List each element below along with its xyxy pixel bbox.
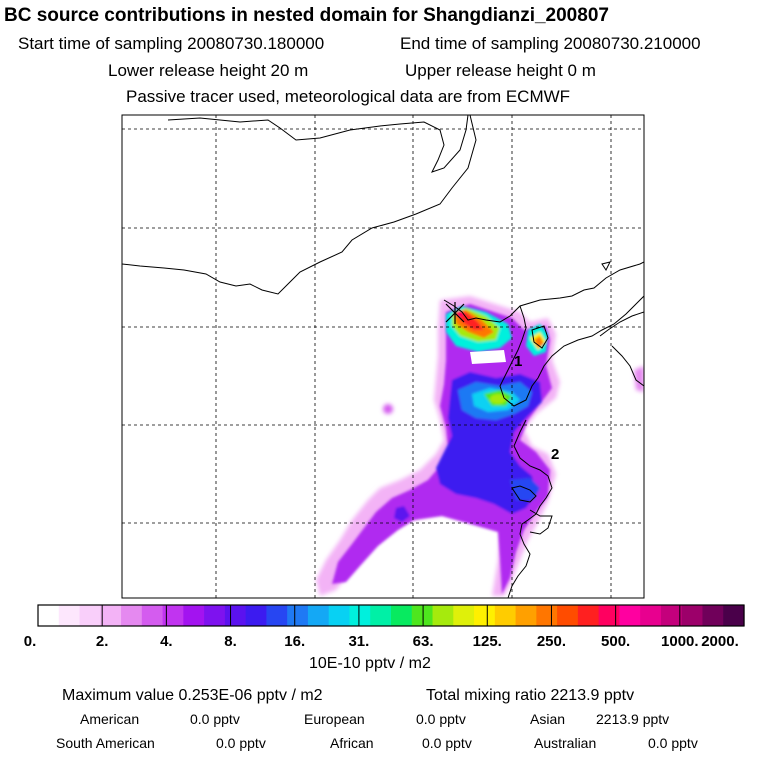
contribution-label-european: European [304,711,365,727]
colorbar-cell [224,605,247,626]
colorbar-cell [681,605,704,626]
colorbar-label: 2000. [701,633,739,650]
colorbar-label: 8. [224,633,237,650]
colorbar-label: 16. [284,633,305,650]
coastline-north-2 [122,115,477,295]
colorbar-label: 500. [601,633,630,650]
colorbar-label: 31. [348,633,369,650]
colorbar-cell [328,605,351,626]
colorbar-cell [287,605,309,626]
tracer-note: Passive tracer used, meteorological data… [126,87,571,106]
contribution-label-south-american: South American [56,735,155,751]
source-red [456,312,484,330]
plume-purple [332,304,552,594]
colorbar-labels: 0. 2. 4. 8. 16. 31. 63. 125. 250. 500. 1000. 2000. [24,633,739,650]
colorbar-label: 250. [537,633,566,650]
receptor-marker [445,302,465,324]
contribution-label-asian: Asian [530,711,566,727]
colorbar-label: 4. [160,633,173,650]
colorbar-label: 125. [473,633,502,650]
contribution-label-australian: Australian [534,735,597,751]
colorbar-cell [515,605,537,626]
colorbar-cell [79,605,101,626]
colorbar-cell [349,605,371,626]
colorbar-cell [204,605,226,626]
page-title: BC source contributions in nested domain… [4,5,609,26]
map-frame [121,114,645,599]
coastline-peninsula [499,295,644,407]
colorbar-cell [598,605,621,626]
plume-spot [383,404,393,414]
maximum-value: Maximum value 0.253E-06 pptv / m2 [62,687,323,704]
colorbar-cell [411,605,434,626]
colorbar-label: 1000. [661,633,699,650]
coastline-east [611,345,644,387]
colorbar-label: 0. [24,633,37,650]
colorbar-cell [494,605,517,626]
colorbar-cells [38,605,745,626]
coastline-shandong [507,419,553,598]
colorbar-cell [121,605,143,626]
coastline-bohai [443,261,644,323]
colorbar-cell [162,605,184,626]
contribution-value-south-american: 0.0 pptv [216,735,266,751]
colorbar-cell [557,605,579,626]
colorbar-cell [577,605,600,626]
colorbar-frame [37,604,745,627]
colorbar-label: 63. [413,633,434,650]
map-marker-2: 2 [551,446,559,463]
graticule [122,115,644,598]
colorbar-cell [702,605,724,626]
contribution-value-australian: 0.0 pptv [648,735,698,751]
colorbar-units: 10E-10 pptv / m2 [309,655,431,672]
colorbar-cell [370,605,392,626]
contribution-value-american: 0.0 pptv [190,711,240,727]
coastline-layer [122,115,644,598]
plume-layer [316,296,644,596]
end-time: End time of sampling 20080730.210000 [400,34,701,53]
contribution-label-american: American [80,711,140,727]
lower-release-height: Lower release height 20 m [108,61,309,80]
colorbar-cell [100,605,122,626]
coastline-north [167,115,469,173]
colorbar-cell [432,605,454,626]
contribution-label-african: African [330,735,374,751]
colorbar-cell [536,605,558,626]
coastline-korea-bay [599,311,644,337]
source-east-orange [534,336,544,348]
upper-release-height: Upper release height 0 m [405,61,596,80]
colorbar-cell [391,605,413,626]
colorbar-cell [245,605,268,626]
colorbar-cell [266,605,288,626]
plume-white-gap [470,350,506,364]
plume-east-halo [634,366,644,392]
total-mixing-ratio: Total mixing ratio 2213.9 pptv [426,687,635,704]
colorbar-cell [141,605,164,626]
colorbar-cell [723,605,745,626]
colorbar-ticks [101,605,681,626]
colorbar-cell [38,605,60,626]
colorbar-cell [307,605,330,626]
coastline-bay [529,509,553,535]
colorbar-cell [474,605,496,626]
contribution-value-european: 0.0 pptv [416,711,466,727]
contribution-value-african: 0.0 pptv [422,735,472,751]
coastline-small [601,261,611,271]
colorbar-cell [640,605,662,626]
contribution-value-asian: 2213.9 pptv [596,711,670,727]
plume-yellow-green [490,394,506,404]
colorbar-cell [453,605,475,626]
map-marker-1: 1 [514,353,522,370]
colorbar-cell [660,605,683,626]
colorbar-cell [58,605,81,626]
colorbar-cell [183,605,205,626]
coastline-shandong-2 [511,485,537,503]
start-time: Start time of sampling 20080730.180000 [18,34,325,53]
plume-east-blue [510,478,540,500]
colorbar-label: 2. [96,633,109,650]
colorbar-cell [619,605,641,626]
plume-blue-south [394,506,410,522]
